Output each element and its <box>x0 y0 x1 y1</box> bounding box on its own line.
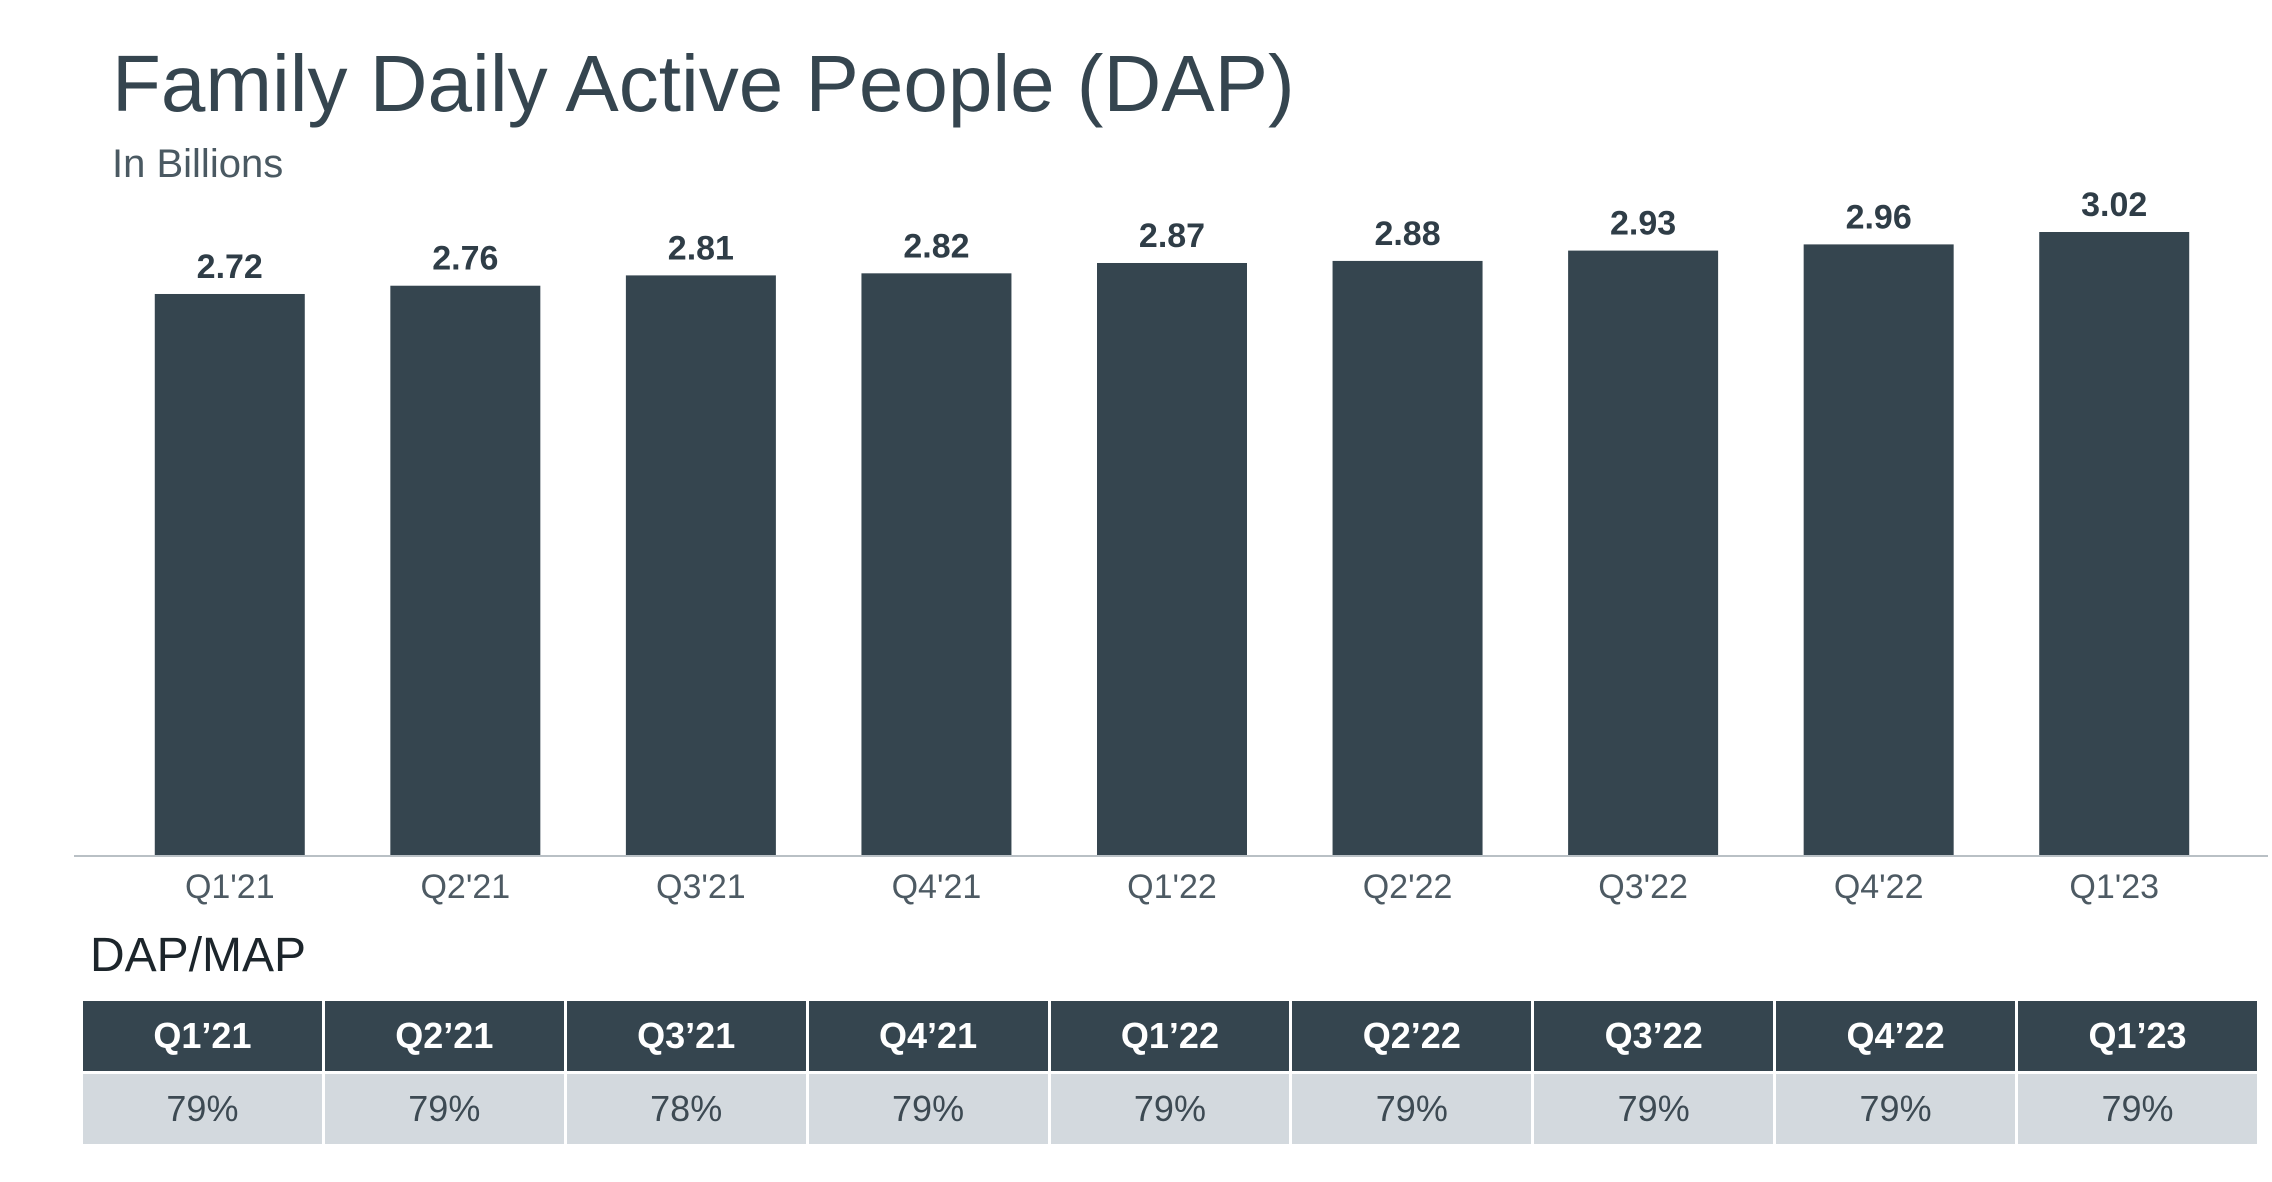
dap-map-value-q1-21: 79% <box>80 1071 325 1147</box>
bar-q4-21 <box>861 273 1012 857</box>
data-label-q2-21: 2.76 <box>432 240 498 278</box>
dap-map-value-q1-23: 79% <box>2015 1071 2260 1147</box>
dap-map-value-q2-21: 79% <box>321 1071 567 1147</box>
bar-q3-22 <box>1568 250 1719 857</box>
dap-map-header-q1-23: Q1’23 <box>2015 998 2260 1074</box>
bar-q2-21 <box>390 285 541 856</box>
bar-q4-22 <box>1803 244 1954 857</box>
dap-map-header-q4-22: Q4’22 <box>1773 998 2018 1074</box>
bar-q2-22 <box>1332 260 1483 857</box>
bar-q1-21 <box>154 293 305 856</box>
dap-map-header-q3-22: Q3’22 <box>1531 998 1777 1074</box>
bar-q1-23 <box>2039 232 2190 856</box>
chart-title: Family Daily Active People (DAP) <box>112 39 1295 128</box>
dap-map-value-row: 79% 79% 78% 79% 79% 79% 79% 79% 79% <box>80 1071 2260 1147</box>
dap-map-table: Q1’21 Q2’21 Q3’21 Q4’21 Q1’22 Q2’22 Q3’2… <box>80 998 2260 1147</box>
dap-map-value-q1-22: 79% <box>1047 1071 1293 1147</box>
x-tick-label-q1-22: Q1'22 <box>1127 868 1217 906</box>
x-tick-label-q2-22: Q2'22 <box>1363 868 1453 906</box>
x-tick-label-q4-22: Q4'22 <box>1834 868 1924 906</box>
dap-map-value-q3-22: 79% <box>1531 1071 1777 1147</box>
bar-q1-22 <box>1097 262 1247 856</box>
dap-map-header-q2-21: Q2’21 <box>321 998 567 1074</box>
data-label-q1-21: 2.72 <box>197 248 263 286</box>
x-tick-label-q3-22: Q3'22 <box>1598 868 1688 906</box>
x-tick-label-q1-21: Q1'21 <box>185 868 275 906</box>
dap-map-header-row: Q1’21 Q2’21 Q3’21 Q4’21 Q1’22 Q2’22 Q3’2… <box>80 998 2260 1074</box>
data-label-q1-23: 3.02 <box>2081 186 2147 224</box>
data-label-q1-22: 2.87 <box>1139 217 1205 255</box>
data-label-q4-22: 2.96 <box>1846 198 1912 236</box>
dap-map-header-q1-22: Q1’22 <box>1047 998 1293 1074</box>
x-tick-label-q4-21: Q4'21 <box>892 868 982 906</box>
data-label-q3-22: 2.93 <box>1610 205 1676 243</box>
bar-q3-21 <box>625 275 776 856</box>
data-label-q2-22: 2.88 <box>1374 215 1440 253</box>
data-label-q3-21: 2.81 <box>668 229 734 267</box>
dap-map-value-q4-21: 79% <box>805 1071 1051 1147</box>
x-tick-label-q2-21: Q2'21 <box>420 868 510 906</box>
chart-subtitle: In Billions <box>112 142 284 186</box>
dap-map-value-q3-21: 78% <box>563 1071 809 1147</box>
dap-bar-chart: 2.72 Q1'21 2.76 Q2'21 2.81 Q3'21 2.82 Q4'21 2.87… <box>74 186 2268 906</box>
dap-map-value-q4-22: 79% <box>1773 1071 2018 1147</box>
dap-map-header-q3-21: Q3’21 <box>563 998 809 1074</box>
dap-map-header-q1-21: Q1’21 <box>80 998 325 1074</box>
dap-map-header-q4-21: Q4’21 <box>805 998 1051 1074</box>
x-tick-label-q3-21: Q3'21 <box>656 868 746 906</box>
dap-map-header-q2-22: Q2’22 <box>1289 998 1535 1074</box>
x-tick-label-q1-23: Q1'23 <box>2069 868 2159 906</box>
data-label-q4-21: 2.82 <box>903 227 969 265</box>
dap-map-title: DAP/MAP <box>90 929 307 982</box>
dap-map-value-q2-22: 79% <box>1289 1071 1535 1147</box>
